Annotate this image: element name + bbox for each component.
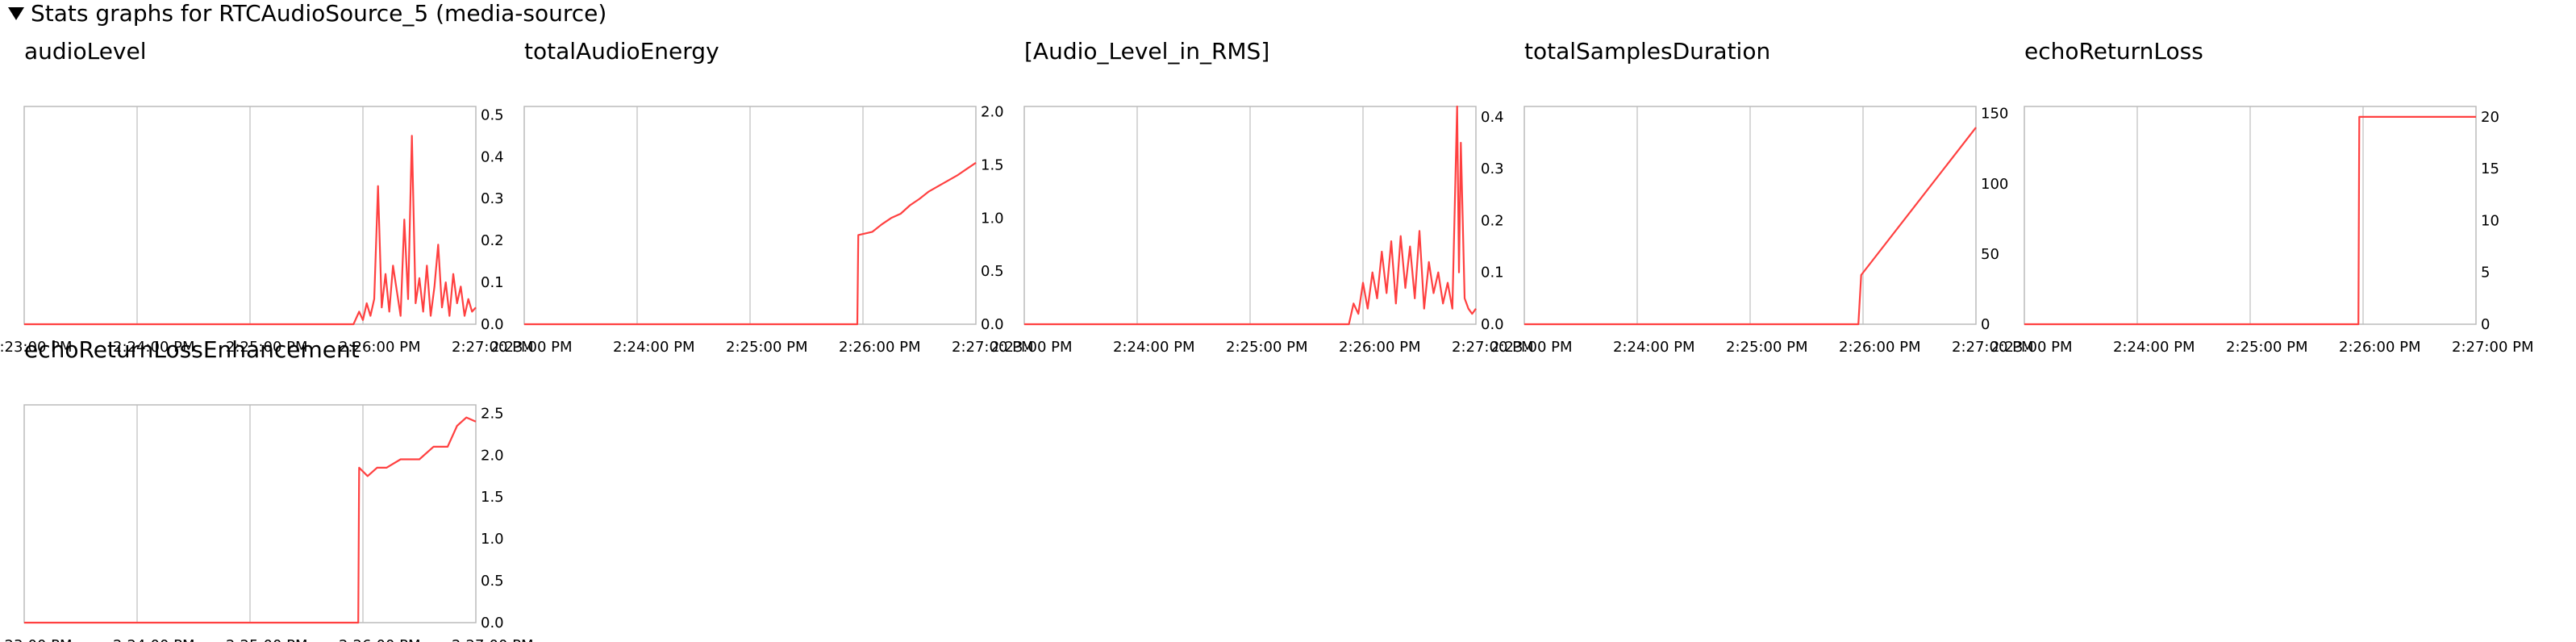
disclosure-triangle-icon (8, 7, 24, 20)
y-tick-label: 2.0 (981, 104, 1004, 121)
x-tick-label: 2:26:00 PM (1839, 339, 1921, 356)
x-tick-label: 2:24:00 PM (1613, 339, 1695, 356)
graph-plot: 0 50 100 150 2:23:00 PM 2:24:00 PM 2:25:00 PM 2… (1490, 106, 2034, 356)
x-tick-label: 2:23:00 PM (1490, 339, 1573, 356)
x-tick-label: 2:23:00 PM (0, 339, 73, 356)
x-tick-label: 2:27:00 PM (2452, 339, 2534, 356)
y-tick-label: 0.0 (481, 615, 504, 632)
x-tick-label: 2:24:00 PM (1113, 339, 1195, 356)
x-tick-label: 2:25:00 PM (2226, 339, 2308, 356)
y-tick-label: 15 (2481, 160, 2499, 177)
x-tick-label: 2:27:00 PM (452, 339, 534, 356)
graph-plot: 0.0 0.1 0.2 0.3 0.4 2:23:00 PM 2:24:00 PM 2:25:… (990, 105, 1534, 356)
y-tick-label: 1.0 (981, 210, 1004, 227)
x-tick-label: 2:26:00 PM (839, 339, 921, 356)
x-tick-label: 2:24:00 PM (113, 339, 195, 356)
y-tick-label: 0 (1981, 316, 1990, 333)
graph-title: [Audio_Level_in_RMS] (1024, 38, 1270, 65)
graph-title: echoReturnLoss (2024, 38, 2203, 65)
y-tick-label: 0.4 (1481, 109, 1504, 126)
y-tick-label: 0.5 (981, 263, 1004, 280)
series-line (24, 135, 477, 326)
y-tick-label: 0.0 (981, 316, 1004, 333)
x-tick-label: 2:26:00 PM (2339, 339, 2421, 356)
series-line (2024, 115, 2476, 326)
graph-0: audioLevel 0.0 0.1 0.2 0.3 0.4 0.5 2:23:00 PM 2:… (0, 37, 534, 356)
x-tick-label: 2:23:00 PM (0, 637, 73, 642)
y-tick-label: 1.0 (481, 531, 504, 548)
x-tick-label: 2:25:00 PM (1726, 339, 1808, 356)
y-tick-label: 0.1 (481, 274, 504, 291)
y-tick-label: 2.5 (481, 405, 504, 422)
y-tick-label: 0.4 (481, 148, 504, 165)
y-tick-label: 5 (2481, 265, 2490, 281)
x-tick-label: 2:23:00 PM (490, 339, 573, 356)
x-tick-label: 2:24:00 PM (2113, 339, 2195, 356)
stats-graphs-toggle[interactable]: Stats graphs for RTCAudioSource_5 (media… (8, 0, 606, 27)
y-tick-label: 100 (1981, 176, 2008, 193)
y-tick-label: 2.0 (481, 447, 504, 464)
graph-title: echoReturnLossEnhancement (24, 336, 360, 363)
y-tick-label: 1.5 (981, 156, 1004, 173)
x-tick-label: 2:25:00 PM (1226, 339, 1308, 356)
x-tick-label: 2:24:00 PM (113, 637, 195, 642)
y-tick-label: 0.3 (481, 190, 504, 207)
x-tick-label: 2:27:00 PM (1952, 339, 2034, 356)
y-tick-label: 0.1 (1481, 265, 1504, 281)
x-tick-label: 2:23:00 PM (990, 339, 1073, 356)
graph-plot: 0.0 0.5 1.0 1.5 2.0 2.5 2:23:00 PM 2:24:00 PM 2:… (0, 404, 534, 642)
x-tick-label: 2:26:00 PM (1339, 339, 1421, 356)
x-tick-label: 2:25:00 PM (726, 339, 808, 356)
x-tick-label: 2:26:00 PM (339, 339, 421, 356)
graph-1: totalAudioEnergy 0.0 0.5 1.0 1.5 2.0 2:23:00 P… (490, 37, 1034, 356)
series-line (1024, 105, 1477, 326)
y-tick-label: 0.2 (1481, 212, 1504, 229)
y-tick-label: 50 (1981, 246, 1999, 263)
y-tick-label: 150 (1981, 106, 2008, 123)
stats-graphs-header-label: Stats graphs for RTCAudioSource_5 (media… (31, 0, 607, 27)
y-tick-label: 0.0 (1481, 316, 1504, 333)
y-tick-label: 1.5 (481, 489, 504, 506)
x-tick-label: 2:27:00 PM (452, 637, 534, 642)
y-tick-label: 0.3 (1481, 160, 1504, 177)
x-tick-label: 2:25:00 PM (226, 637, 308, 642)
x-tick-label: 2:23:00 PM (1990, 339, 2073, 356)
y-tick-label: 0.5 (481, 106, 504, 123)
graph-2: [Audio_Level_in_RMS] 0.0 0.1 0.2 0.3 0.4 2:23:… (990, 37, 1534, 356)
x-tick-label: 2:24:00 PM (613, 339, 695, 356)
graph-3: totalSamplesDuration 0 50 100 150 2:23:00 PM 2… (1490, 37, 2034, 356)
graph-plot: 0.0 0.1 0.2 0.3 0.4 0.5 2:23:00 PM 2:24:00 PM 2:… (0, 106, 534, 356)
x-tick-label: 2:25:00 PM (226, 339, 308, 356)
y-tick-label: 10 (2481, 212, 2499, 229)
y-tick-label: 0.5 (481, 573, 504, 590)
y-tick-label: 20 (2481, 109, 2499, 126)
graph-4: echoReturnLoss 0 5 10 15 20 2:23:00 PM 2:24:00 … (1990, 37, 2534, 356)
x-tick-label: 2:26:00 PM (339, 637, 421, 642)
graph-plot: 0 5 10 15 20 2:23:00 PM 2:24:00 PM 2:25:00 PM 2:… (1990, 106, 2534, 356)
y-tick-label: 0.2 (481, 232, 504, 249)
graph-title: audioLevel (24, 38, 147, 65)
graph-title: totalSamplesDuration (1524, 38, 1771, 65)
graph-plot: 0.0 0.5 1.0 1.5 2.0 2:23:00 PM 2:24:00 PM 2:25:… (490, 104, 1034, 356)
y-tick-label: 0.0 (481, 316, 504, 333)
series-line (24, 416, 477, 624)
graph-5: echoReturnLossEnhancement 0.0 0.5 1.0 1.5 2.0… (0, 336, 534, 642)
series-line (524, 161, 977, 326)
series-line (1524, 127, 1977, 326)
y-tick-label: 0 (2481, 316, 2490, 333)
graph-title: totalAudioEnergy (524, 38, 719, 65)
x-tick-label: 2:27:00 PM (1452, 339, 1534, 356)
x-tick-label: 2:27:00 PM (952, 339, 1034, 356)
